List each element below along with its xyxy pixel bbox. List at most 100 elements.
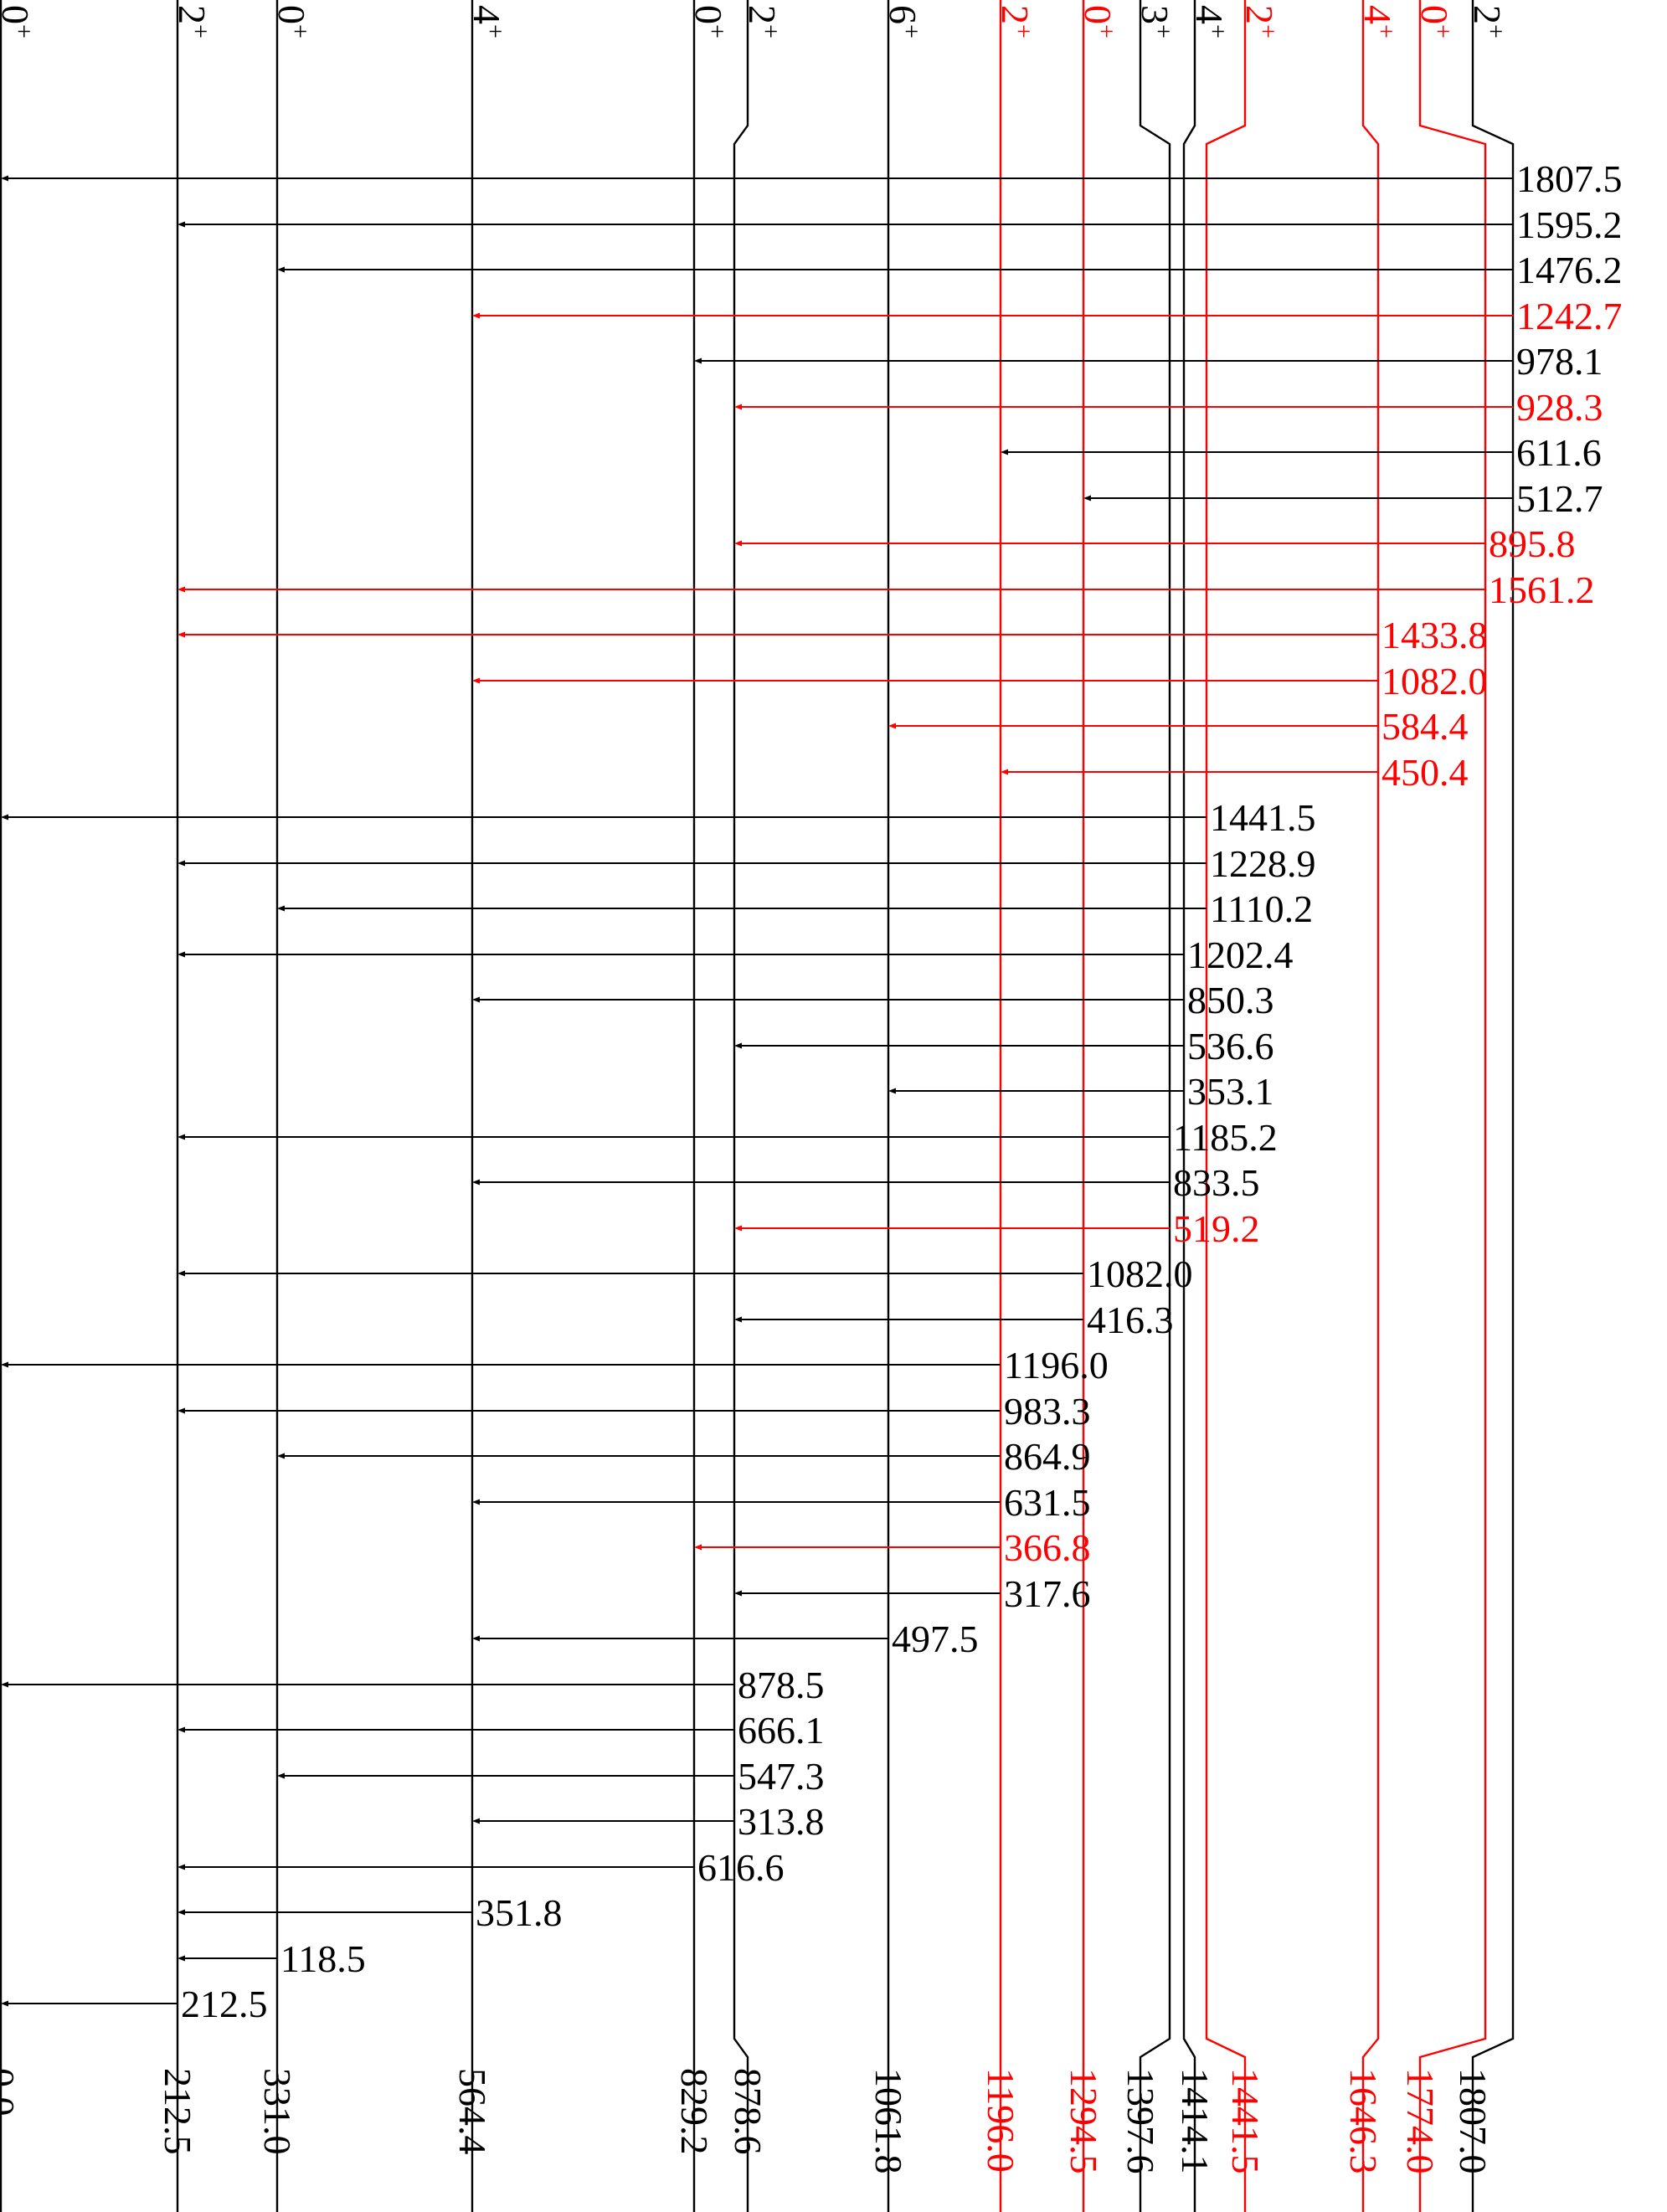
level-spin-label: 0+: [270, 5, 314, 39]
transition-energy-label: 611.6: [1516, 431, 1602, 474]
arrow-head: [472, 677, 480, 684]
level-line: [1471, 0, 1515, 2212]
arrow-head: [1, 175, 8, 182]
arrow-head: [277, 905, 285, 912]
arrow-head: [734, 540, 742, 547]
arrow-head: [734, 1042, 742, 1049]
transition-energy-label: 416.3: [1087, 1299, 1174, 1341]
level-spin-label: 2+: [994, 5, 1037, 39]
arrow-head: [1083, 495, 1091, 502]
transition-energy-label: 864.9: [1004, 1435, 1091, 1478]
arrow-head: [1, 814, 8, 820]
level-energy-label: 1397.6: [1119, 2068, 1162, 2174]
level-spin-label: 4+: [1188, 5, 1232, 39]
transition-energy-label: 1082.0: [1381, 660, 1488, 702]
transition-energy-label: 983.3: [1004, 1390, 1091, 1433]
arrow-head: [472, 1499, 480, 1505]
arrow-head: [888, 723, 896, 729]
transition-energy-label: 1433.8: [1381, 614, 1488, 656]
transition-energy-label: 450.4: [1381, 751, 1469, 794]
level-energy-label: 331.0: [256, 2068, 299, 2155]
transition-energy-label: 313.8: [738, 1800, 825, 1843]
arrow-head: [888, 1088, 896, 1094]
arrow-head: [1001, 769, 1008, 775]
arrow-head: [472, 1818, 480, 1824]
transition-energy-label: 666.1: [738, 1709, 825, 1752]
arrow-head: [178, 1955, 185, 1962]
transition-energy-label: 833.5: [1173, 1161, 1260, 1204]
transition-energy-label: 536.6: [1187, 1025, 1274, 1067]
transition-energy-label: 1807.5: [1516, 157, 1623, 200]
arrow-head: [734, 404, 742, 410]
transition-energy-label: 1476.2: [1516, 249, 1623, 291]
level-energy-label: 1441.5: [1224, 2068, 1267, 2174]
arrow-head: [178, 1864, 185, 1870]
transition-energy-label: 895.8: [1489, 522, 1576, 565]
level-line: [733, 0, 749, 2212]
transition-energy-label: 616.6: [697, 1846, 785, 1889]
transition-energy-label: 519.2: [1173, 1207, 1260, 1250]
arrow-head: [472, 1635, 480, 1642]
arrow-head: [277, 1772, 285, 1779]
arrow-head: [178, 860, 185, 867]
transition-energy-label: 212.5: [181, 1983, 268, 2025]
level-energy-label: 1414.1: [1174, 2068, 1217, 2174]
transition-energy-label: 351.8: [476, 1891, 563, 1934]
level-energy-label: 1807.0: [1452, 2068, 1495, 2174]
level-energy-label: 212.5: [157, 2068, 199, 2155]
arrow-head: [178, 631, 185, 638]
transition-energy-label: 317.6: [1004, 1572, 1091, 1615]
transition-energy-label: 366.8: [1004, 1526, 1091, 1569]
arrow-head: [178, 1407, 185, 1414]
level-spin-label: 2+: [1238, 5, 1282, 39]
arrow-head: [1, 1681, 8, 1688]
arrow-head: [1001, 449, 1008, 455]
level-energy-label: 829.2: [673, 2068, 716, 2155]
level-energy-label: 1646.3: [1342, 2068, 1385, 2174]
transition-energy-label: 1196.0: [1004, 1344, 1109, 1386]
level-spin-label: 0+: [0, 5, 38, 39]
level-line: [1139, 0, 1171, 2212]
transition-energy-label: 928.3: [1516, 386, 1603, 429]
transition-energy-label: 1082.0: [1087, 1253, 1193, 1295]
transition-energy-label: 353.1: [1187, 1070, 1274, 1113]
arrow-head: [472, 1179, 480, 1186]
arrow-head: [178, 1726, 185, 1733]
level-energy-label: 564.4: [451, 2068, 494, 2155]
transition-energy-label: 1202.4: [1187, 934, 1294, 976]
level-line: [1361, 0, 1380, 2212]
transition-energy-label: 1242.7: [1516, 295, 1623, 337]
transition-energy-label: 978.1: [1516, 340, 1603, 383]
arrow-head: [178, 221, 185, 228]
transition-energy-label: 547.3: [738, 1755, 825, 1798]
level-line: [1205, 0, 1247, 2212]
arrow-head: [178, 586, 185, 593]
arrow-head: [734, 1316, 742, 1323]
level-energy-label: 1774.0: [1399, 2068, 1442, 2174]
transition-energy-label: 850.3: [1187, 979, 1274, 1021]
level-energy-label: 878.6: [727, 2068, 769, 2155]
transition-energy-label: 1561.2: [1489, 568, 1595, 611]
transition-energy-label: 1595.2: [1516, 203, 1623, 246]
level-energy-label: 1294.5: [1062, 2068, 1105, 2174]
transition-energy-label: 1185.2: [1173, 1116, 1278, 1159]
arrow-head: [734, 1590, 742, 1597]
transition-energy-label: 497.5: [892, 1618, 979, 1660]
arrow-head: [472, 312, 480, 319]
arrow-head: [694, 1544, 702, 1551]
arrow-head: [472, 996, 480, 1003]
arrow-head: [1, 1361, 8, 1368]
arrow-head: [178, 951, 185, 958]
transition-energy-label: 878.5: [738, 1664, 825, 1706]
arrow-head: [1, 2000, 8, 2007]
transition-energy-label: 1110.2: [1210, 887, 1313, 930]
arrow-head: [734, 1225, 742, 1232]
transition-energy-label: 1228.9: [1210, 842, 1316, 885]
levels-layer: 0+0.02+212.50+331.04+564.40+829.22+878.6…: [0, 0, 1515, 2212]
level-energy-label: 1196.0: [980, 2068, 1022, 2173]
level-energy-label: 1061.8: [867, 2068, 910, 2174]
arrow-head: [694, 358, 702, 364]
transition-energy-label: 118.5: [280, 1937, 366, 1980]
